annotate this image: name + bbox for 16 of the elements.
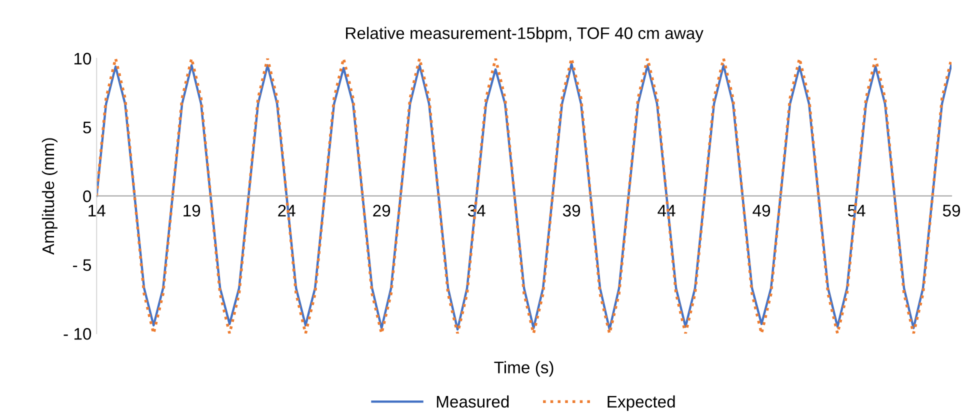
x-tick-label: 14 — [88, 204, 106, 216]
y-axis-title: Amplitude (mm) — [42, 138, 58, 255]
y-tick-label: - 10 — [64, 328, 92, 340]
y-tick-label: - 5 — [73, 259, 92, 271]
x-tick-label: 49 — [752, 204, 770, 217]
x-tick-label: 39 — [562, 204, 580, 217]
y-tick-label: 0 — [83, 190, 92, 202]
x-tick-label: 29 — [373, 204, 390, 217]
legend-label: Expected — [608, 395, 675, 411]
y-tick-label: 5 — [83, 122, 92, 134]
legend-label: Measured — [436, 395, 509, 408]
x-axis-title: Time (s) — [494, 361, 554, 377]
chart-title: Relative measurement-15bpm, TOF 40 cm away — [346, 26, 704, 42]
x-tick-label: 59 — [942, 204, 960, 217]
x-tick-label: 19 — [184, 204, 200, 217]
y-tick-label: 10 — [74, 52, 92, 65]
